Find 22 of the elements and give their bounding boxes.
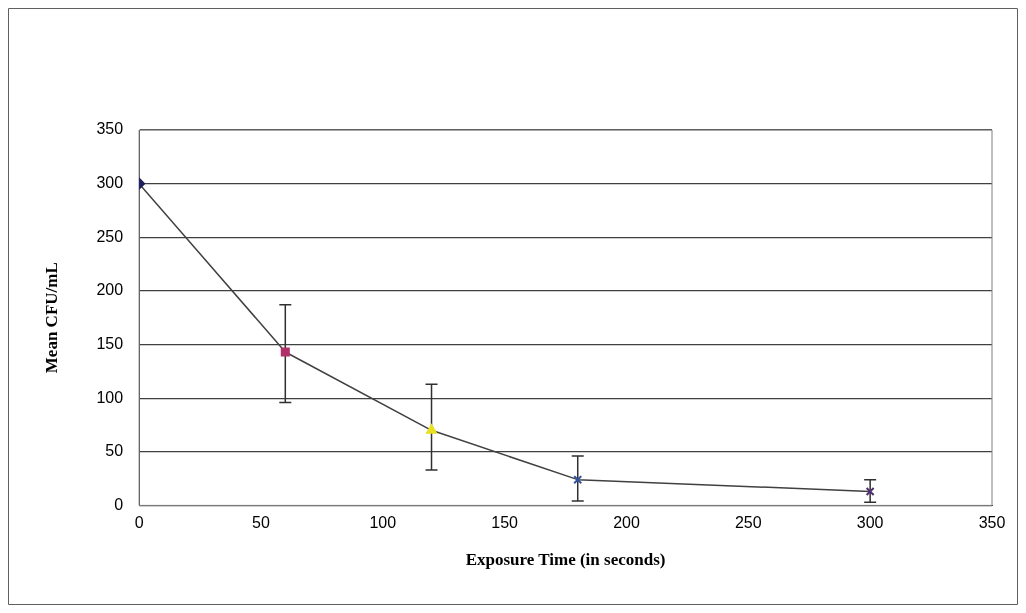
x-tick-label: 250: [734, 514, 762, 532]
y-axis-title: Mean CFU/mL: [41, 262, 61, 374]
x-axis-title: Exposure Time (in seconds): [465, 550, 666, 570]
y-tick-label: 50: [105, 442, 124, 460]
y-tick-label: 150: [96, 334, 124, 352]
point: [573, 475, 583, 485]
y-tick-label: 350: [96, 120, 124, 138]
y-tick-label: 200: [96, 281, 124, 299]
y-tick-label: 300: [96, 174, 124, 192]
y-tick-label: 250: [96, 227, 124, 245]
x-tick-label: 0: [134, 514, 144, 532]
y-tick-label: 0: [114, 495, 124, 513]
x-tick-label: 200: [613, 514, 640, 532]
point: [865, 486, 875, 496]
x-tick-label: 150: [491, 514, 519, 532]
x-tick-label: 300: [856, 514, 884, 532]
x-tick-label: 350: [978, 514, 1006, 532]
point: [280, 347, 290, 357]
point: [426, 424, 437, 434]
x-tick-label: 100: [369, 514, 397, 532]
x-tick-label: 50: [252, 514, 270, 532]
y-tick-label: 100: [96, 388, 124, 406]
